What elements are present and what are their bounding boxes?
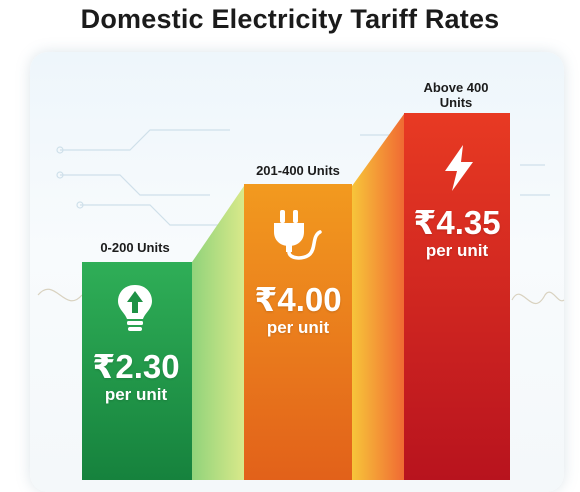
price-unit: per unit [266,318,330,337]
connector-1-2 [190,186,244,480]
lightbulb-icon [118,285,152,331]
price-unit: per unit [425,241,489,260]
price-above-400: ₹4.35 per unit [404,204,510,261]
price-value: ₹4.35 [413,204,501,241]
price-201-400: ₹4.00 per unit [244,281,352,338]
tier-label-above-400: Above 400 Units [423,80,489,110]
price-value: ₹2.30 [92,348,180,385]
price-unit: per unit [104,385,168,404]
connector-2-3 [352,114,404,480]
lightning-icon [445,145,473,191]
price-value: ₹4.00 [254,281,342,318]
tier-label-201-400: 201-400 Units [256,163,340,178]
plug-icon [274,210,322,260]
circuit-decoration [56,129,550,226]
tier-label-0-200: 0-200 Units [100,240,170,255]
price-0-200: ₹2.30 per unit [80,348,192,405]
page-title: Domestic Electricity Tariff Rates [80,4,500,34]
